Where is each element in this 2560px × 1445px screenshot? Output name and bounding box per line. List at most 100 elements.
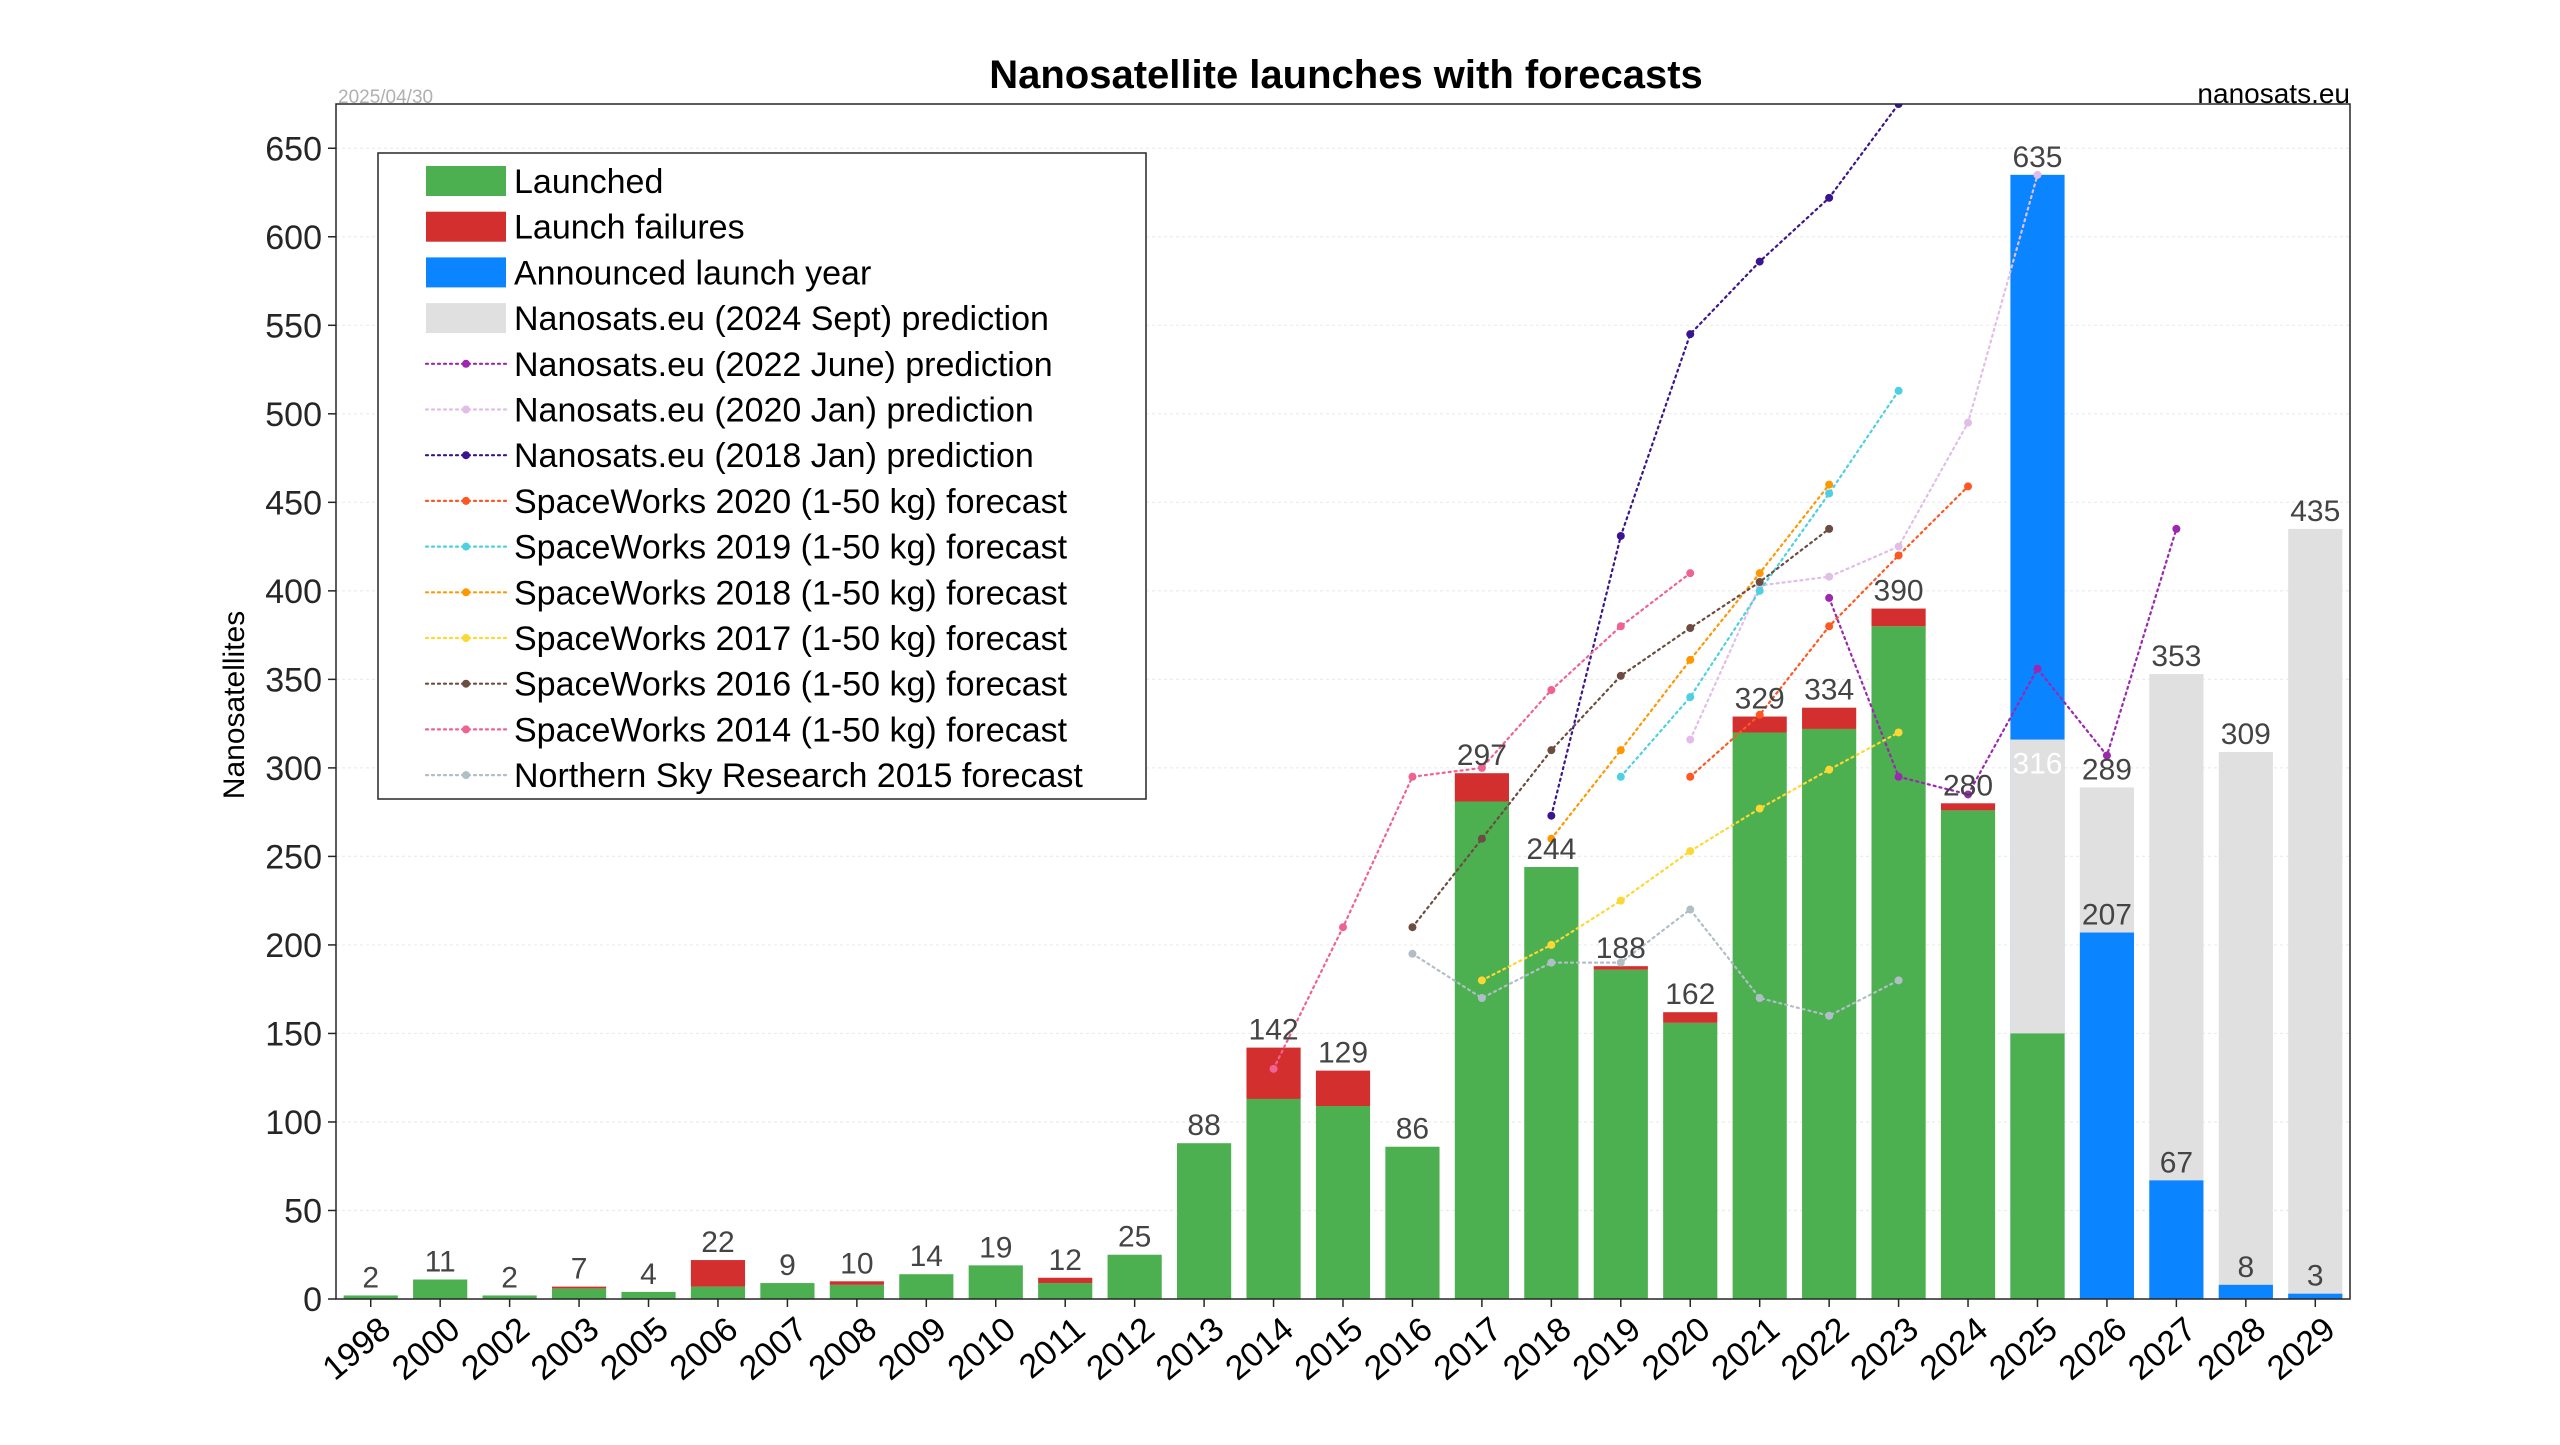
bar-label-2013-12: 88 xyxy=(1187,1109,1220,1142)
bar-label-2023-22: 390 xyxy=(1874,575,1924,608)
legend-marker-13 xyxy=(462,771,470,780)
bar-launched-2006 xyxy=(690,1286,746,1299)
bar-label-2021-20: 329 xyxy=(1735,683,1785,716)
bar-label-2002-2: 2 xyxy=(501,1261,518,1294)
bar-label-2028-30: 309 xyxy=(2221,718,2271,751)
bar-launched-2013 xyxy=(1177,1143,1232,1299)
bar-label-2019-18: 188 xyxy=(1596,932,1646,965)
line-point-9-2019 xyxy=(1616,958,1625,967)
bar-failures-2019 xyxy=(1593,966,1648,970)
legend-label-2: Announced launch year xyxy=(514,254,871,292)
bar-failures-2008 xyxy=(829,1281,884,1285)
line-point-1-2024 xyxy=(1964,418,1973,427)
y-tick-label-50: 50 xyxy=(284,1192,322,1230)
bar-label-2000-1: 11 xyxy=(425,1246,456,1279)
bar-launched-2009 xyxy=(899,1274,954,1299)
line-point-9-2016 xyxy=(1408,949,1417,958)
line-point-5-2022 xyxy=(1825,480,1834,489)
legend-label-6: Nanosats.eu (2018 Jan) prediction xyxy=(514,437,1034,475)
legend-marker-10 xyxy=(462,634,470,642)
line-series-1 xyxy=(1689,173,2039,741)
bar-label-2005-4: 4 xyxy=(640,1258,657,1291)
line-point-9-2020 xyxy=(1686,905,1695,914)
bar-failures-2020 xyxy=(1663,1012,1718,1023)
line-point-2-2018 xyxy=(1547,811,1556,820)
legend-label-0: Launched xyxy=(514,163,663,201)
bar-label-2008-7: 10 xyxy=(840,1247,873,1280)
bar-label-2014-13: 142 xyxy=(1249,1014,1299,1047)
line-point-0-2027 xyxy=(2172,524,2181,533)
y-tick-label-450: 450 xyxy=(265,484,322,522)
bar-announced-2028 xyxy=(2218,1284,2273,1299)
bar-launched-2003 xyxy=(551,1288,607,1299)
line-point-8-2018 xyxy=(1547,685,1556,694)
line-point-2-2020 xyxy=(1686,330,1695,339)
line-point-4-2019 xyxy=(1616,772,1625,781)
bars xyxy=(343,174,2343,1299)
legend-marker-8 xyxy=(462,542,470,551)
line-point-6-2018 xyxy=(1547,940,1556,949)
line-point-6-2022 xyxy=(1825,765,1834,774)
line-point-7-2022 xyxy=(1825,524,1834,533)
y-tick-label-400: 400 xyxy=(265,573,322,611)
line-series-5 xyxy=(1550,483,1831,840)
line-point-7-2021 xyxy=(1755,578,1764,586)
bar-launched-2010 xyxy=(968,1265,1023,1299)
legend-swatch-0 xyxy=(426,166,506,196)
bar-launched-2023 xyxy=(1871,626,1926,1299)
legend-marker-11 xyxy=(462,679,470,688)
line-point-2-2023 xyxy=(1894,104,1903,108)
y-tick-label-100: 100 xyxy=(265,1104,322,1142)
y-tick-label-550: 550 xyxy=(265,307,322,345)
bar-label-2024-23: 280 xyxy=(1943,769,1993,802)
line-point-0-2022 xyxy=(1825,593,1834,602)
legend-swatch-3 xyxy=(426,303,506,334)
bar-announced-2027 xyxy=(2149,1180,2204,1299)
y-tick-label-600: 600 xyxy=(265,219,322,257)
y-axis-ticks: 0 50 100 150 200 250 300 350 400 450 500 550 600 650 xyxy=(265,130,336,1319)
legend-marker-5 xyxy=(462,405,470,414)
line-point-6-2020 xyxy=(1686,847,1695,856)
bar-prediction-2025-segment xyxy=(2010,739,2065,1034)
bar-announced-2029 xyxy=(2288,1293,2343,1299)
bar-launched-2007 xyxy=(760,1283,815,1299)
bar-launched-2021 xyxy=(1732,732,1787,1299)
bar-label-2007-6: 9 xyxy=(779,1249,796,1282)
bar-label-2011-10: 12 xyxy=(1049,1244,1082,1277)
line-point-9-2022 xyxy=(1825,1011,1834,1020)
y-tick-label-500: 500 xyxy=(265,396,322,434)
line-point-4-2020 xyxy=(1686,693,1695,702)
line-point-0-2025 xyxy=(2033,664,2042,673)
line-point-3-2020 xyxy=(1686,772,1695,781)
chart-title: Nanosatellite launches with forecasts xyxy=(989,53,1703,97)
bar-label-2018-17: 244 xyxy=(1526,833,1576,866)
bar-launched-2015 xyxy=(1315,1106,1371,1299)
bar-label-2027-29: 67 xyxy=(2160,1146,2193,1179)
bar-launched-2020 xyxy=(1663,1022,1718,1299)
line-point-5-2018 xyxy=(1547,834,1556,843)
y-tick-label-150: 150 xyxy=(265,1015,322,1053)
bar-label-2022-21: 334 xyxy=(1804,674,1854,707)
legend-marker-6 xyxy=(462,451,470,460)
line-point-8-2020 xyxy=(1686,569,1695,578)
line-series-9 xyxy=(1411,907,1900,1017)
line-point-6-2017 xyxy=(1477,976,1486,985)
line-point-7-2017 xyxy=(1477,834,1486,843)
bar-failures-2024 xyxy=(1940,803,1996,811)
line-series-2 xyxy=(1550,104,1900,817)
line-point-1-2025 xyxy=(2033,170,2042,179)
legend-label-13: Northern Sky Research 2015 forecast xyxy=(514,757,1083,795)
legend-marker-12 xyxy=(462,725,470,734)
date-stamp: 2025/04/30 xyxy=(338,87,433,108)
legend-label-5: Nanosats.eu (2020 Jan) prediction xyxy=(514,392,1034,430)
bar-failures-2003 xyxy=(551,1286,607,1289)
line-point-0-2024 xyxy=(1964,790,1973,799)
line-point-8-2015 xyxy=(1339,923,1347,932)
line-point-5-2021 xyxy=(1755,569,1764,578)
bar-label-2029-32: 435 xyxy=(2290,495,2340,528)
bar-launched-2005 xyxy=(621,1291,676,1299)
bar-failures-2014 xyxy=(1246,1047,1301,1099)
legend-label-9: SpaceWorks 2018 (1-50 kg) forecast xyxy=(514,574,1068,612)
